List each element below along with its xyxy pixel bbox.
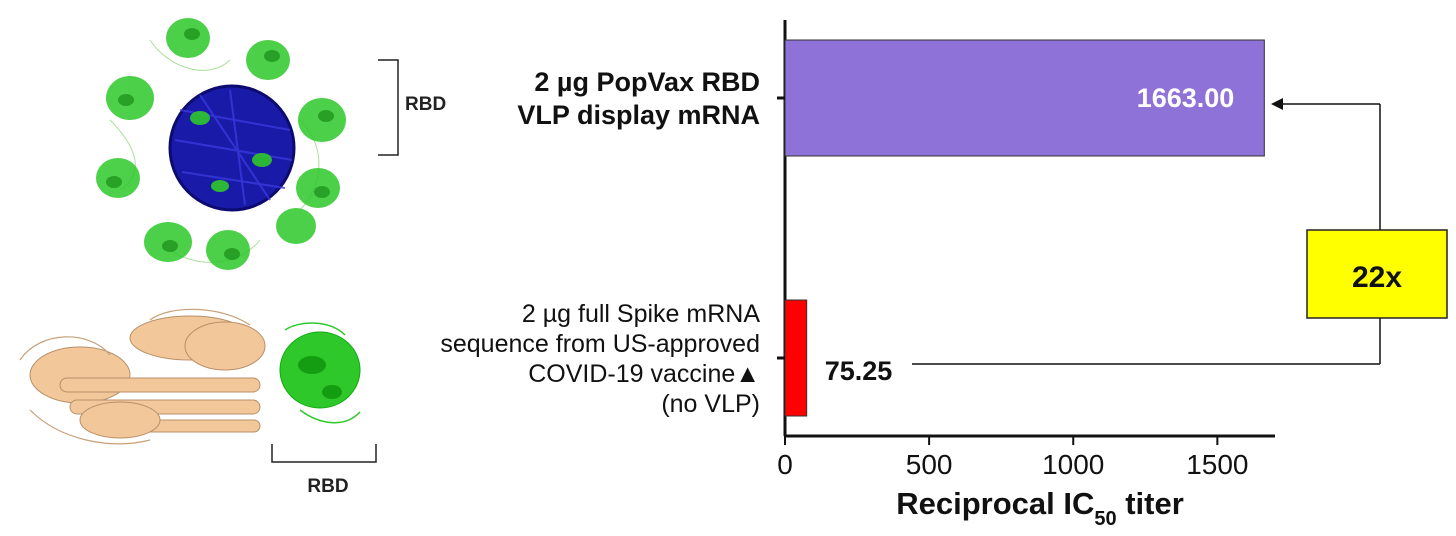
category-label-0-line-0: 2 µg PopVax RBD — [534, 67, 760, 97]
x-axis-title-suffix: titer — [1117, 486, 1184, 521]
bar-0 — [784, 39, 1265, 157]
rbd-bracket-bottom — [271, 444, 377, 463]
category-label-0: 2 µg PopVax RBD VLP display mRNA — [517, 67, 760, 130]
rbd-label-top: RBD — [405, 94, 446, 115]
vlp-nanoparticle-structure-icon — [96, 18, 346, 270]
value-label-1: 75.25 — [825, 356, 893, 386]
category-label-1-line-1: sequence from US-approved — [440, 330, 760, 358]
category-label-1-line-2: COVID-19 vaccine▲ — [528, 360, 760, 388]
rbd-label-bottom: RBD — [307, 476, 348, 497]
x-ticks: 0 500 1000 1500 — [777, 436, 1249, 480]
value-label-0: 1663.00 — [1137, 83, 1235, 113]
bar-chart: 2 µg PopVax RBD VLP display mRNA 2 µg full… — [440, 20, 1275, 530]
bar-1 — [784, 299, 808, 417]
category-label-1-line-0: 2 µg full Spike mRNA — [522, 300, 760, 328]
x-tick-label-3: 1500 — [1186, 449, 1248, 480]
x-axis-title-subscript: 50 — [1094, 508, 1116, 530]
spike-protein-structure-icon — [19, 308, 361, 445]
rbd-bracket-top — [378, 59, 399, 156]
category-label-0-line-1: VLP display mRNA — [517, 100, 760, 130]
fold-change-annotation: 22x — [912, 98, 1448, 365]
fold-change-box — [1306, 229, 1448, 319]
y-ticks — [777, 96, 785, 360]
category-label-1-line-3: (no VLP) — [661, 390, 760, 418]
value-labels: 1663.00 75.25 — [825, 83, 1235, 386]
x-axis-title: Reciprocal IC50 titer — [896, 486, 1184, 530]
x-tick-label-2: 1000 — [1042, 449, 1104, 480]
category-label-1: 2 µg full Spike mRNA sequence from US-app… — [440, 300, 760, 418]
category-labels: 2 µg PopVax RBD VLP display mRNA 2 µg full… — [440, 67, 760, 418]
fold-change-label: 22x — [1352, 261, 1402, 294]
x-tick-label-1: 500 — [906, 449, 953, 480]
bars — [784, 39, 1265, 417]
x-axis-title-main: Reciprocal IC — [896, 486, 1094, 521]
x-tick-label-0: 0 — [777, 449, 793, 480]
